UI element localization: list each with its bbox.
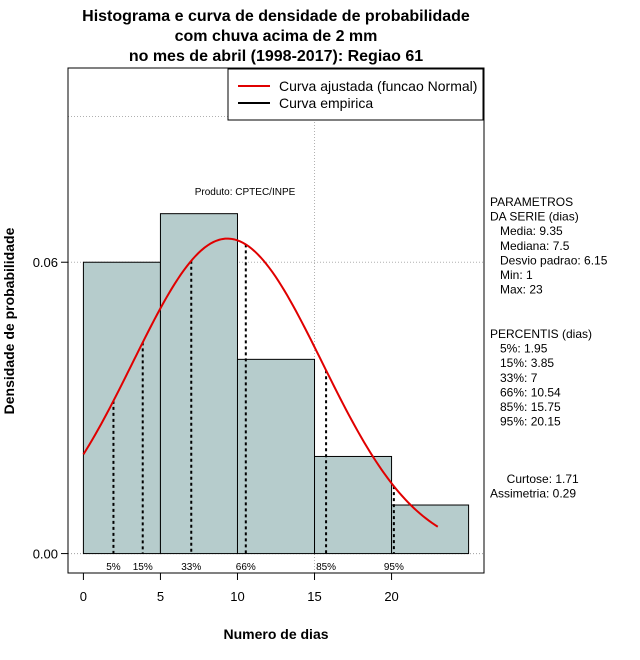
side-panel-line: 15%: 3.85 (490, 356, 554, 370)
side-panel-line: Assimetria: 0.29 (490, 487, 576, 501)
normal-curve (82, 237, 439, 528)
x-tick-label: 20 (384, 589, 398, 604)
title-line: Histograma e curva de densidade de proba… (82, 8, 470, 25)
percentile-label: 66% (236, 562, 256, 573)
normal-curve-line (82, 237, 439, 528)
x-tick-label: 15 (307, 589, 321, 604)
histogram-bars (82, 213, 470, 555)
axes: 0 5 10 15 20 0.00 0.06 (33, 255, 399, 604)
histogram-bar (82, 261, 161, 555)
x-tick-label: 0 (80, 589, 87, 604)
side-panel-line: DA SERIE (dias) (490, 210, 579, 224)
histogram-bar (314, 455, 393, 555)
y-axis-label: Densidade de probabilidade (1, 227, 17, 414)
percentile-label: 33% (181, 562, 201, 573)
legend: Curva ajustada (funcao Normal)Curva empi… (227, 68, 484, 121)
legend-label: Curva empirica (279, 95, 373, 111)
y-tick-label: 0.00 (33, 547, 58, 562)
side-panel-line: Max: 23 (490, 283, 543, 297)
histogram-bar (236, 358, 316, 555)
side-panel-line: Media: 9.35 (490, 224, 563, 238)
histogram-bar (159, 213, 238, 555)
y-tick-label: 0.06 (33, 255, 58, 270)
x-tick-label: 5 (157, 589, 164, 604)
side-panel-line: 85%: 15.75 (490, 400, 561, 414)
title-line: no mes de abril (1998-2017): Regiao 61 (129, 48, 423, 65)
x-tick-label: 10 (230, 589, 244, 604)
title-line: com chuva acima de 2 mm (175, 28, 378, 45)
side-panel-line: 95%: 20.15 (490, 415, 561, 429)
percentile-label: 15% (133, 562, 153, 573)
side-panel-line: Desvio padrao: 6.15 (490, 253, 608, 267)
percentile-label: 95% (384, 562, 404, 573)
side-panel-line: PERCENTIS (dias) (490, 327, 592, 341)
side-panel-line: PARAMETROS (490, 195, 573, 209)
side-panel-line: Curtose: 1.71 (490, 472, 579, 486)
side-panel-line: 5%: 1.95 (490, 342, 548, 356)
percentile-label: 5% (106, 562, 121, 573)
percentile-lines: 5% 15% 33% 66% 85% 95% (106, 244, 404, 573)
side-panel-line: Mediana: 7.5 (490, 239, 570, 253)
percentile-label: 85% (316, 562, 336, 573)
side-panel-line: Min: 1 (490, 268, 533, 282)
x-axis-label: Numero de dias (223, 626, 328, 642)
legend-box (227, 68, 484, 121)
chart-title: Histograma e curva de densidade de proba… (82, 8, 470, 65)
side-panel-line: 33%: 7 (490, 371, 538, 385)
legend-label: Curva ajustada (funcao Normal) (279, 78, 477, 94)
histogram-bar (391, 504, 470, 555)
producer-annotation: Produto: CPTEC/INPE (195, 187, 296, 198)
side-panel-line: 66%: 10.54 (490, 385, 561, 399)
